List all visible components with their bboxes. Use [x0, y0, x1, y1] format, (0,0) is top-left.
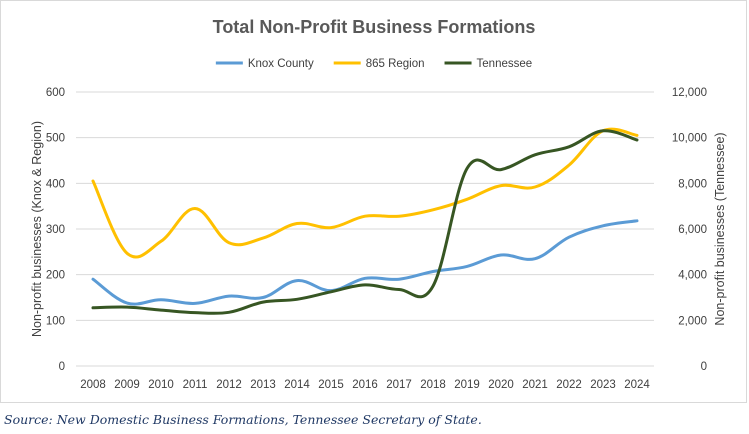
legend-label: 865 Region	[366, 58, 425, 70]
x-tick-label: 2021	[522, 379, 548, 391]
y-tick-label-right: 12,000	[672, 87, 707, 99]
x-tick-label: 2013	[250, 379, 276, 391]
source-note: Source: New Domestic Business Formations…	[4, 412, 482, 427]
y-tick-label-left: 0	[59, 361, 65, 373]
y-tick-label-left: 500	[46, 133, 65, 145]
y-axis-label-left: Non-profit businesses (Knox & Region)	[30, 121, 44, 337]
x-tick-label: 2019	[454, 379, 480, 391]
legend-item: Tennessee	[444, 58, 533, 70]
series-line-tennessee	[91, 129, 639, 315]
x-tick-label: 2014	[284, 379, 310, 391]
chart-title: Total Non-Profit Business Formations	[213, 17, 536, 37]
chart-frame: Total Non-Profit Business Formations 0 10…	[0, 0, 747, 403]
x-tick-label: 2015	[318, 379, 344, 391]
x-tick-label: 2018	[420, 379, 446, 391]
legend-item: Knox County	[215, 58, 314, 70]
y-axis-label-right: Non-profit businesses (Tennessee)	[713, 132, 727, 325]
legend-label: Knox County	[248, 58, 314, 70]
x-tick-label: 2011	[183, 379, 208, 391]
y-tick-label-right: 10,000	[672, 133, 707, 145]
legend-item: 865 Region	[333, 58, 425, 70]
legend: Knox County 865 Region Tennessee	[215, 58, 533, 70]
line-chart: Total Non-Profit Business Formations 0 10…	[30, 17, 727, 391]
x-tick-label: 2023	[590, 379, 616, 391]
series-lines	[91, 127, 639, 315]
y-tick-label-left: 200	[46, 270, 65, 282]
axes: 0 100 200 300 400 500 600 0 2,000 4,000 6,000 8,000…	[46, 87, 707, 391]
x-tick-label: 2024	[624, 379, 650, 391]
x-tick-label: 2008	[80, 379, 106, 391]
x-tick-label: 2009	[114, 379, 140, 391]
y-tick-label-left: 300	[46, 224, 65, 236]
y-tick-label-right: 4,000	[678, 270, 707, 282]
x-tick-label: 2017	[386, 379, 412, 391]
x-tick-label: 2020	[488, 379, 514, 391]
x-tick-label: 2022	[556, 379, 582, 391]
legend-label: Tennessee	[477, 58, 533, 70]
x-tick-label: 2016	[352, 379, 378, 391]
series-line-865-region	[91, 127, 639, 259]
y-tick-label-left: 100	[46, 315, 65, 327]
y-tick-label-right: 0	[701, 361, 707, 373]
series-line-knox-county	[91, 219, 639, 306]
y-tick-label-right: 2,000	[678, 315, 707, 327]
y-tick-label-right: 6,000	[678, 224, 707, 236]
x-tick-label: 2010	[148, 379, 174, 391]
x-tick-label: 2012	[216, 379, 242, 391]
y-tick-label-right: 8,000	[678, 178, 707, 190]
gridlines	[76, 91, 654, 367]
y-tick-label-left: 400	[46, 178, 65, 190]
y-tick-label-left: 600	[46, 87, 65, 99]
